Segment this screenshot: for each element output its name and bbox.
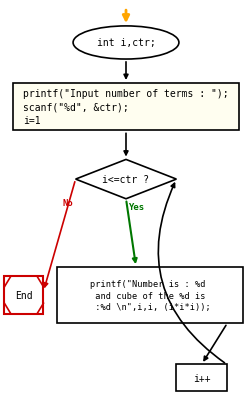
Bar (176, 364, 227, 392)
Text: End: End (15, 290, 33, 300)
Bar (4, 277, 43, 314)
Text: No: No (62, 199, 73, 207)
Bar (57, 268, 242, 323)
Text: int i,ctr;: int i,ctr; (97, 38, 155, 48)
Text: printf("Number is : %d
 and cube of the %d is
 :%d \n",i,i, (i*i*i));: printf("Number is : %d and cube of the %… (89, 279, 210, 311)
Text: i++: i++ (193, 373, 210, 383)
Polygon shape (76, 160, 176, 199)
Text: printf("Input number of terms : ");
scanf("%d", &ctr);
i=1: printf("Input number of terms : "); scan… (23, 89, 229, 126)
FancyArrowPatch shape (158, 184, 225, 363)
Text: i<=ctr ?: i<=ctr ? (103, 175, 149, 185)
Bar (13, 83, 239, 131)
Ellipse shape (73, 27, 179, 60)
Text: Yes: Yes (129, 203, 145, 211)
